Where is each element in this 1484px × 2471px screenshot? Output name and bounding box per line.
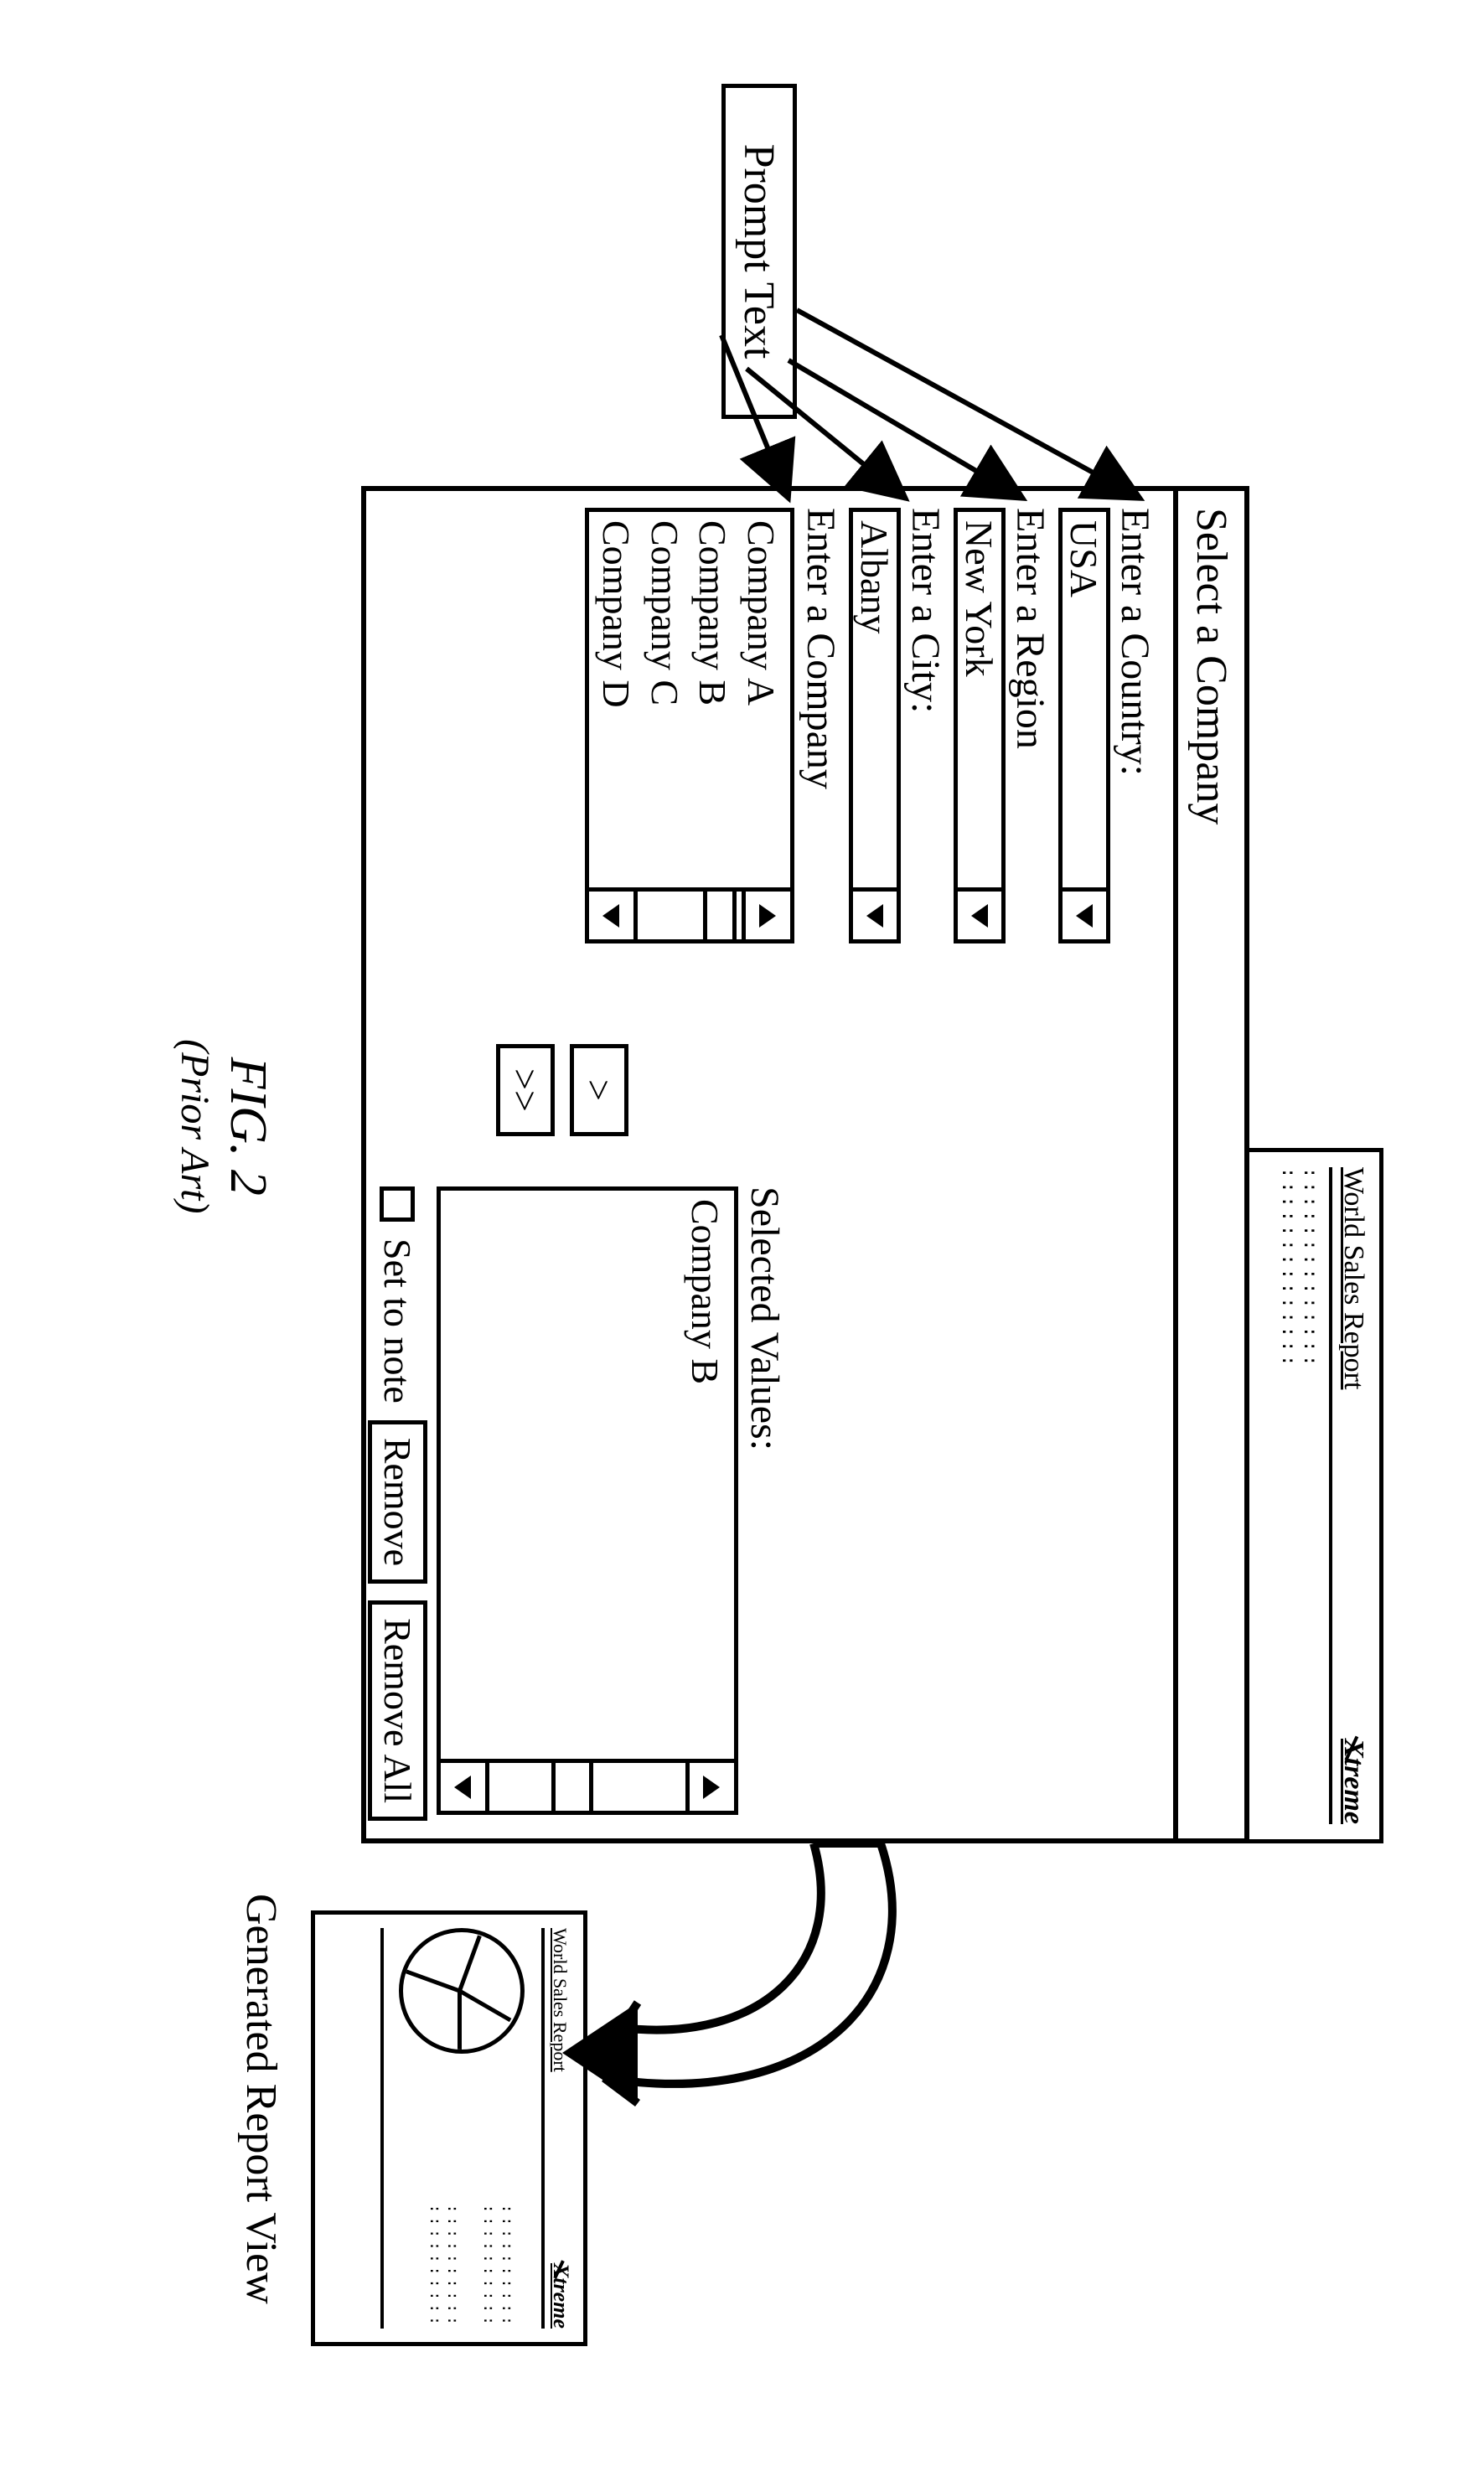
generated-report-body: :::::::::::::::::::::::::::::::::::::::: <box>399 1928 525 2329</box>
select-company-dialog: Select a Company Enter a Country: USA En… <box>361 486 1249 1843</box>
brand-logo: Xtreme <box>548 2263 573 2329</box>
chevron-up-icon <box>760 904 777 928</box>
chevron-down-icon <box>1076 904 1093 928</box>
scroll-up-button[interactable] <box>685 1763 734 1811</box>
generated-report-window: World Sales Report Xtreme ::::::::::::::… <box>311 1910 587 2346</box>
prompt-text-label-box: Prompt Text <box>721 84 797 419</box>
chevron-down-icon <box>866 904 883 928</box>
background-report-body-placeholder: :::::::::::::::::::::::::::: <box>1276 1167 1321 1824</box>
chevron-down-icon <box>603 904 620 928</box>
city-dropdown[interactable]: Albany <box>849 508 901 943</box>
figure-subcaption: (Prior Art) <box>172 1039 218 1213</box>
city-value: Albany <box>853 512 897 887</box>
dialog-title: Select a Company <box>1173 491 1244 1838</box>
list-item[interactable]: Company B <box>681 1199 730 1750</box>
chevron-down-icon <box>455 1776 472 1799</box>
country-label: Enter a Country: <box>1112 508 1158 1822</box>
background-report-header: World Sales Report Xtreme <box>1329 1167 1369 1824</box>
move-single-button[interactable]: > <box>570 1044 628 1136</box>
selected-values-section: Selected Values: Company B <box>437 1186 788 1815</box>
city-label: Enter a City: <box>902 508 949 1822</box>
set-to-note-checkbox[interactable] <box>380 1186 416 1222</box>
scroll-track[interactable] <box>489 1763 685 1811</box>
list-item[interactable]: Company C <box>641 520 690 879</box>
selected-values-listbox[interactable]: Company B <box>437 1186 738 1815</box>
country-value: USA <box>1063 512 1106 887</box>
prompt-text-label: Prompt Text <box>735 144 784 359</box>
figure-caption: FIG. 2 (Prior Art) <box>172 1039 277 1213</box>
chevron-up-icon <box>704 1776 721 1799</box>
move-all-button[interactable]: >> <box>496 1044 555 1136</box>
selected-scrollbar[interactable] <box>441 1759 734 1811</box>
generated-report-title: World Sales Report <box>549 1928 571 2072</box>
list-item[interactable]: Company A <box>737 520 786 879</box>
set-to-note-label: Set to note <box>375 1238 420 1404</box>
region-dropdown[interactable]: New York <box>954 508 1006 943</box>
generated-report-text-placeholder: :::::::::::::::::::::::::::::::::::::::: <box>399 2205 516 2329</box>
scroll-thumb[interactable] <box>703 892 737 939</box>
country-dropdown-button[interactable] <box>1063 887 1106 939</box>
remove-all-button[interactable]: Remove All <box>368 1600 427 1821</box>
company-list-content[interactable]: Company A Company B Company C Company D <box>589 512 790 887</box>
selected-values-content[interactable]: Company B <box>441 1191 734 1759</box>
scroll-up-button[interactable] <box>742 892 790 939</box>
bottom-controls: Set to note Remove Remove All <box>368 1186 427 1821</box>
generated-report-caption: Generated Report View <box>236 1894 286 2304</box>
dialog-body: Enter a Country: USA Enter a Region New … <box>362 491 1173 1838</box>
remove-button[interactable]: Remove <box>368 1420 427 1584</box>
country-dropdown[interactable]: USA <box>1058 508 1110 943</box>
list-item[interactable]: Company D <box>592 520 641 879</box>
region-value: New York <box>958 512 1001 887</box>
figure-number: FIG. 2 <box>220 1057 277 1196</box>
scroll-down-button[interactable] <box>441 1763 489 1811</box>
generated-report-divider <box>380 1928 384 2329</box>
background-report-title: World Sales Report <box>1337 1167 1369 1389</box>
generated-report-header: World Sales Report Xtreme <box>541 1928 573 2329</box>
selected-values-label: Selected Values: <box>742 1186 788 1815</box>
chevron-down-icon <box>971 904 988 928</box>
company-listbox[interactable]: Company A Company B Company C Company D <box>585 508 794 943</box>
pie-chart-icon <box>399 1928 525 2054</box>
brand-logo: Xtreme <box>1337 1739 1369 1824</box>
company-label: Enter a Company <box>798 508 844 1822</box>
company-scrollbar[interactable] <box>589 887 790 939</box>
move-buttons-group: > >> <box>496 1044 628 1136</box>
list-item[interactable]: Company B <box>689 520 737 879</box>
region-dropdown-button[interactable] <box>958 887 1001 939</box>
region-label: Enter a Region <box>1007 508 1053 1822</box>
scroll-down-button[interactable] <box>589 892 638 939</box>
scroll-thumb[interactable] <box>551 1763 593 1811</box>
city-dropdown-button[interactable] <box>853 887 897 939</box>
scroll-track[interactable] <box>638 892 742 939</box>
